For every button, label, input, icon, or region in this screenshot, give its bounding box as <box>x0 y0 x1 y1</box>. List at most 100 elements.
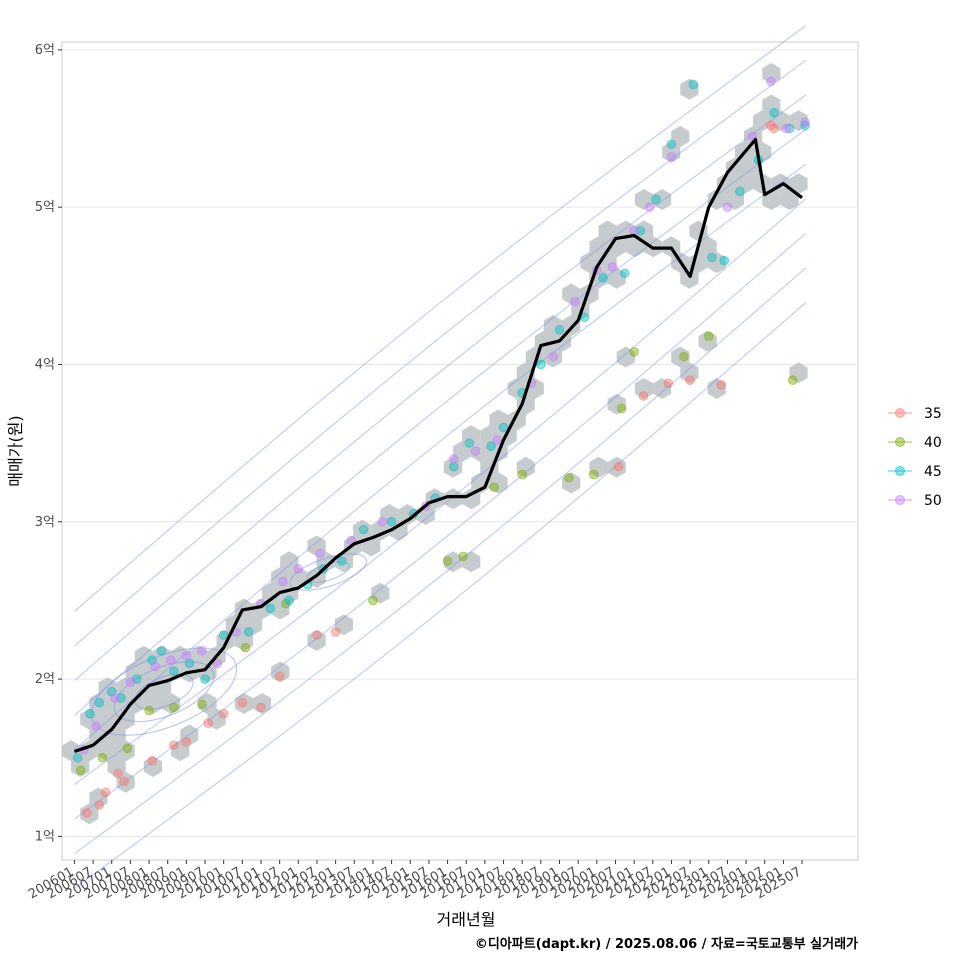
hexbin <box>725 189 744 210</box>
data-point-40 <box>629 347 639 357</box>
data-point-45 <box>666 139 677 150</box>
data-point-50 <box>722 202 733 212</box>
hexbin <box>198 661 217 683</box>
hexbin <box>162 693 181 714</box>
density-contour <box>74 59 807 647</box>
data-point-35 <box>638 391 649 401</box>
hexbin <box>744 126 763 147</box>
hexbin <box>680 78 699 100</box>
data-point-45 <box>598 273 608 283</box>
data-point-45 <box>619 268 630 279</box>
hexbin <box>380 504 399 525</box>
hexbin <box>616 346 635 368</box>
data-point-50 <box>91 721 102 732</box>
hexbin <box>671 126 690 147</box>
hexbin <box>707 378 726 399</box>
hexbin <box>89 693 108 714</box>
hexbin <box>107 756 126 777</box>
data-point-35 <box>147 756 157 766</box>
data-point-45 <box>243 627 254 637</box>
data-point-45 <box>358 524 369 535</box>
hexbin <box>262 582 281 604</box>
density-contour <box>90 647 238 736</box>
hexbin <box>698 236 717 258</box>
trend-line <box>73 137 803 754</box>
hexbin <box>98 677 117 699</box>
hexbin <box>580 252 599 273</box>
data-point-40 <box>197 699 207 710</box>
data-point-50 <box>181 650 192 661</box>
hexbin <box>516 456 535 478</box>
data-point-45 <box>719 255 730 266</box>
data-point-50 <box>800 117 810 128</box>
data-point-45 <box>337 556 347 566</box>
data-point-40 <box>564 472 574 483</box>
data-point-50 <box>470 446 481 456</box>
data-point-50 <box>548 351 559 362</box>
data-point-45 <box>486 441 496 452</box>
data-point-50 <box>629 225 639 236</box>
legend-key-marker <box>895 466 905 476</box>
hexbin <box>116 708 135 730</box>
data-point-45 <box>784 123 795 134</box>
hexbin <box>398 504 417 525</box>
hexbin <box>589 456 608 478</box>
data-point-35 <box>663 378 674 389</box>
data-point-35 <box>312 630 322 640</box>
hexbin <box>489 409 508 431</box>
data-point-45 <box>85 708 95 719</box>
density-contour <box>113 661 215 723</box>
legend-key-marker <box>895 437 905 447</box>
data-point-45 <box>265 603 276 614</box>
data-point-50 <box>492 435 503 445</box>
data-point-45 <box>536 359 546 370</box>
data-point-35 <box>119 776 129 787</box>
legend-label: 40 <box>924 435 942 451</box>
hexbin <box>234 693 253 714</box>
hexbin <box>780 189 799 210</box>
data-point-40 <box>517 469 527 480</box>
hexbin <box>562 472 581 494</box>
data-point-45 <box>184 658 195 669</box>
density-contour <box>74 129 807 716</box>
data-point-45 <box>156 645 167 656</box>
y-tick-label: 3억 <box>35 515 55 530</box>
data-point-45 <box>800 120 810 131</box>
hexbin <box>107 693 126 714</box>
data-point-40 <box>703 331 714 341</box>
data-point-35 <box>716 380 726 390</box>
data-point-50 <box>166 655 176 666</box>
data-point-50 <box>212 658 223 669</box>
data-point-35 <box>82 808 92 818</box>
hexbin <box>607 267 626 289</box>
legend-label: 50 <box>924 493 942 509</box>
y-tick-label: 2억 <box>35 672 55 687</box>
hexbin <box>353 519 372 541</box>
data-point-35 <box>100 787 111 798</box>
hexbin <box>143 661 162 683</box>
data-point-45 <box>386 516 397 527</box>
hexbin <box>698 330 717 352</box>
legend-key-marker <box>895 495 905 505</box>
data-point-50 <box>315 548 325 559</box>
data-point-45 <box>200 674 210 684</box>
hexbin <box>243 614 263 636</box>
hexbin <box>180 724 199 746</box>
hexbin <box>653 189 672 210</box>
hexbin <box>98 708 117 730</box>
data-point-40 <box>240 642 251 653</box>
data-point-40 <box>368 595 378 606</box>
hexbin <box>543 346 563 368</box>
hexbin <box>271 567 290 588</box>
hexbin <box>634 220 654 242</box>
y-tick-label: 4억 <box>35 357 55 372</box>
data-point-35 <box>181 737 192 747</box>
data-point-50 <box>766 76 776 87</box>
data-point-40 <box>75 765 86 776</box>
data-point-50 <box>570 296 580 307</box>
density-contour <box>74 232 807 820</box>
data-point-40 <box>122 743 133 754</box>
data-point-45 <box>72 752 83 763</box>
data-point-40 <box>489 482 500 492</box>
